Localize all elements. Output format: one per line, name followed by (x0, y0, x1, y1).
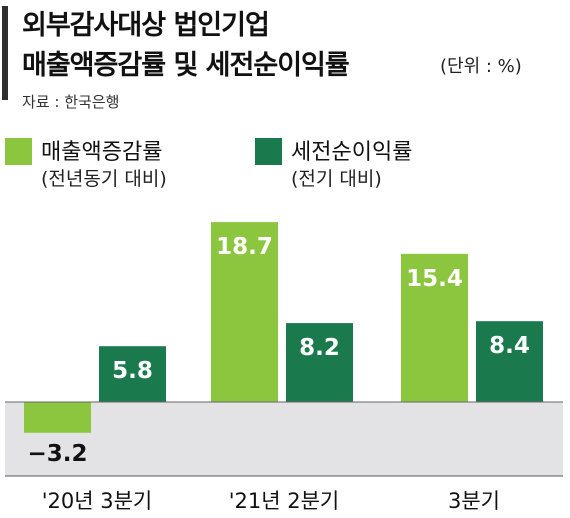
data-label-profit-2: 8.4 (489, 333, 530, 359)
data-label-profit-1: 8.2 (299, 335, 340, 361)
source-label: 자료 : 한국은행 (22, 93, 120, 111)
title-accent-bar (2, 6, 8, 100)
negative-region (5, 402, 563, 476)
bar-sales-0 (24, 402, 91, 433)
bar-sales-2 (401, 253, 468, 402)
bar-sales-1 (211, 222, 278, 402)
legend-label-sales: 매출액증감률 (41, 140, 163, 165)
data-label-profit-0: 5.8 (112, 358, 153, 384)
chart-title-line1: 외부감사대상 법인기업 (22, 10, 270, 41)
data-label-sales-0: −3.2 (27, 441, 87, 467)
x-tick-label-1: '21년 2분기 (229, 489, 340, 513)
legend-label-profit: 세전순이익률 (291, 140, 413, 165)
chart-title-line2: 매출액증감률 및 세전순이익률 (22, 50, 350, 81)
unit-label: (단위 : %) (440, 56, 522, 77)
x-tick-label-2: 3분기 (448, 489, 500, 513)
legend-sublabel-sales: (전년동기 대비) (41, 168, 167, 190)
x-tick-label-0: '20년 3분기 (42, 489, 153, 513)
bar-profit-2 (476, 321, 543, 402)
legend-swatch-sales (5, 138, 32, 165)
bar-profit-1 (286, 323, 353, 402)
legend-sublabel-profit: (전기 대비) (291, 168, 382, 190)
data-label-sales-1: 18.7 (216, 234, 273, 260)
bar-profit-0 (99, 346, 166, 402)
data-label-sales-2: 15.4 (406, 266, 463, 292)
legend-swatch-profit (255, 138, 282, 165)
